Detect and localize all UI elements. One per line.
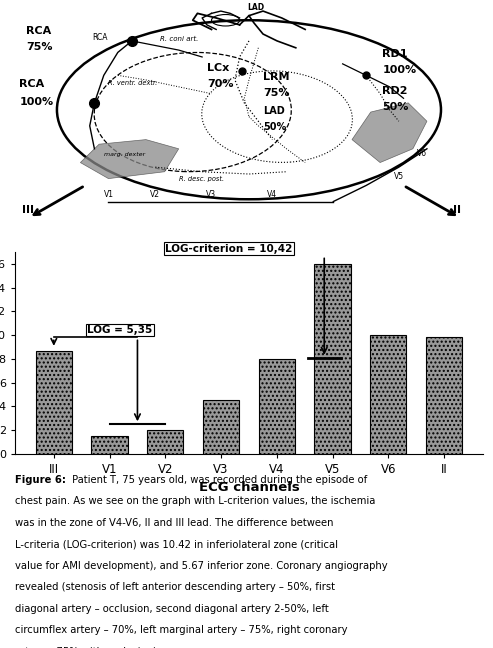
Bar: [370, 335, 406, 454]
Bar: [426, 338, 462, 454]
Polygon shape: [80, 139, 178, 179]
Text: marg. dexter: marg. dexter: [104, 152, 145, 157]
Text: R. desc. post.: R. desc. post.: [178, 176, 224, 182]
Text: LAD: LAD: [247, 3, 265, 12]
Text: V3: V3: [207, 190, 216, 199]
Text: was in the zone of V4-V6, II and III lead. The difference between: was in the zone of V4-V6, II and III lea…: [15, 518, 333, 527]
Text: artery – 75% with occlusion).: artery – 75% with occlusion).: [15, 647, 160, 648]
Bar: [203, 400, 239, 454]
Text: III: III: [22, 205, 34, 215]
Text: 100%: 100%: [383, 65, 417, 75]
Text: II: II: [453, 205, 460, 215]
Text: Figure 6:: Figure 6:: [15, 475, 66, 485]
Text: Patient T, 75 years old, was recorded during the episode of: Patient T, 75 years old, was recorded du…: [69, 475, 367, 485]
Text: V6: V6: [417, 148, 427, 157]
Text: 50%: 50%: [383, 102, 409, 111]
Text: LRM: LRM: [263, 72, 289, 82]
Text: circumflex artery – 70%, left marginal artery – 75%, right coronary: circumflex artery – 70%, left marginal a…: [15, 625, 347, 635]
Text: V4: V4: [267, 190, 278, 199]
Text: chest pain. As we see on the graph with L-criterion values, the ischemia: chest pain. As we see on the graph with …: [15, 496, 375, 506]
Bar: [259, 359, 295, 454]
Text: 75%: 75%: [27, 42, 53, 52]
Text: 50%: 50%: [263, 122, 286, 132]
Text: V1: V1: [104, 190, 113, 199]
Text: V2: V2: [150, 190, 160, 199]
Text: 75%: 75%: [263, 88, 289, 98]
Bar: [315, 264, 351, 454]
Polygon shape: [352, 103, 427, 163]
Text: R. coni art.: R. coni art.: [160, 36, 198, 42]
Text: diagonal artery – occlusion, second diagonal artery 2-50%, left: diagonal artery – occlusion, second diag…: [15, 604, 328, 614]
Text: RCA: RCA: [92, 33, 107, 41]
Text: revealed (stenosis of left anterior descending artery – 50%, first: revealed (stenosis of left anterior desc…: [15, 582, 335, 592]
Text: RCA: RCA: [27, 26, 52, 36]
Text: RD1: RD1: [383, 49, 408, 59]
Text: R. ventr. dextr.: R. ventr. dextr.: [108, 80, 158, 86]
Bar: [92, 436, 128, 454]
Text: RCA: RCA: [20, 79, 45, 89]
X-axis label: ECG channels: ECG channels: [199, 481, 299, 494]
Text: 100%: 100%: [20, 97, 54, 107]
Text: V5: V5: [394, 172, 404, 181]
Text: LOG = 5,35: LOG = 5,35: [87, 325, 152, 335]
Text: L-criteria (LOG-criterion) was 10.42 in inferiolateral zone (critical: L-criteria (LOG-criterion) was 10.42 in …: [15, 539, 338, 550]
Text: RD2: RD2: [383, 86, 408, 96]
Text: LOG-criterion = 10,42: LOG-criterion = 10,42: [165, 244, 293, 253]
Text: 70%: 70%: [207, 79, 233, 89]
Bar: [147, 430, 183, 454]
Bar: [35, 351, 72, 454]
Text: LCx: LCx: [207, 63, 229, 73]
Text: value for AMI development), and 5.67 inferior zone. Coronary angiography: value for AMI development), and 5.67 inf…: [15, 561, 387, 571]
Text: LAD: LAD: [263, 106, 285, 117]
